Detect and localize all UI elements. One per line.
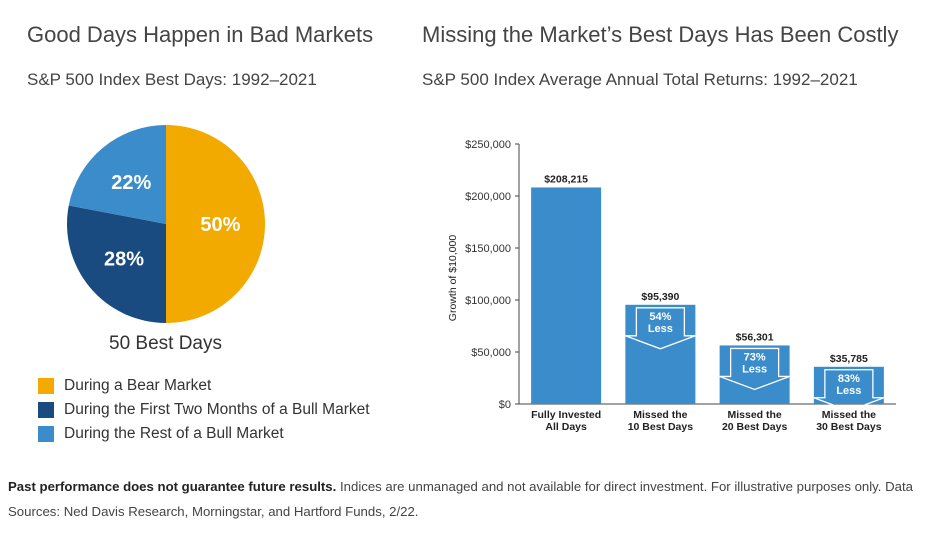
legend-label-2: During the Rest of a Bull Market xyxy=(64,425,284,442)
bar-category-label-2-1: 20 Best Days xyxy=(722,421,788,433)
bar-annotation-3-1: Less xyxy=(836,385,861,397)
bar-annotation-3-0: 83% xyxy=(838,373,860,385)
bar-1 xyxy=(625,304,696,404)
pie-slice-2 xyxy=(68,125,166,224)
y-tick-label-0: $0 xyxy=(499,399,511,411)
pie-slice-label-1: 28% xyxy=(104,249,144,271)
bar-annotation-2-1: Less xyxy=(742,363,767,375)
bar-chart-subtitle: S&P 500 Index Average Annual Total Retur… xyxy=(422,70,858,89)
down-arrow-icon xyxy=(625,307,696,350)
bar-2 xyxy=(719,345,790,404)
bar-annotation-1-1: Less xyxy=(648,323,673,335)
y-tick-label-3: $150,000 xyxy=(465,243,511,255)
bar-3 xyxy=(813,366,884,404)
legend-item-1: During the First Two Months of a Bull Ma… xyxy=(38,398,370,422)
legend-swatch-0 xyxy=(38,378,54,394)
pie-legend: During a Bear Market During the First Two… xyxy=(38,374,370,446)
y-tick-label-2: $100,000 xyxy=(465,295,511,307)
legend-label-0: During a Bear Market xyxy=(64,377,212,394)
bar-value-label-3: $35,785 xyxy=(830,353,868,365)
bar-category-label-0-1: All Days xyxy=(545,421,587,433)
bar-category-label-1-1: 10 Best Days xyxy=(628,421,694,433)
y-axis-label: Growth of $10,000 xyxy=(447,235,459,322)
bar-annotation-1-0: 54% xyxy=(649,311,671,323)
bar-0 xyxy=(531,187,602,404)
bar-category-label-3-1: 30 Best Days xyxy=(816,421,882,433)
legend-label-1: During the First Two Months of a Bull Ma… xyxy=(64,401,370,418)
y-tick-label-4: $200,000 xyxy=(465,191,511,203)
bar-value-label-1: $95,390 xyxy=(641,291,679,303)
down-arrow-icon xyxy=(813,369,885,412)
legend-item-0: During a Bear Market xyxy=(38,374,370,398)
legend-swatch-2 xyxy=(38,426,54,442)
pie-caption: 50 Best Days xyxy=(109,333,222,354)
y-tick-label-1: $50,000 xyxy=(471,347,511,359)
y-tick-label-5: $250,000 xyxy=(465,139,511,151)
down-arrow-icon xyxy=(719,347,790,391)
pie-chart: 50% 28% 22% xyxy=(66,125,265,323)
footnote: Past performance does not guarantee futu… xyxy=(8,474,944,524)
footnote-text: Indices are unmanaged and not available … xyxy=(8,479,913,519)
pie-slice-1 xyxy=(66,205,166,323)
bar-category-label-0-0: Fully Invested xyxy=(531,409,601,421)
bar-value-label-0: $208,215 xyxy=(544,173,588,185)
bar-value-label-2: $56,301 xyxy=(736,331,774,343)
pie-chart-title: Good Days Happen in Bad Markets xyxy=(27,22,374,47)
legend-swatch-1 xyxy=(38,402,54,418)
pie-slice-label-2: 22% xyxy=(111,172,151,194)
bar-category-label-2-0: Missed the xyxy=(727,409,781,421)
legend-item-2: During the Rest of a Bull Market xyxy=(38,422,370,446)
footnote-bold: Past performance does not guarantee futu… xyxy=(8,479,337,494)
bar-chart-title: Missing the Market’s Best Days Has Been … xyxy=(422,22,899,47)
pie-chart-subtitle: S&P 500 Index Best Days: 1992–2021 xyxy=(27,70,317,89)
bar-category-label-3-0: Missed the xyxy=(822,409,876,421)
bar-category-label-1-0: Missed the xyxy=(633,409,687,421)
pie-slice-0 xyxy=(166,125,265,323)
bar-chart: $0 $50,000 $100,000 $150,000 $200,000 $250,00… xyxy=(447,139,896,433)
bar-annotation-2-0: 73% xyxy=(744,351,766,363)
pie-slice-label-0: 50% xyxy=(200,214,240,236)
